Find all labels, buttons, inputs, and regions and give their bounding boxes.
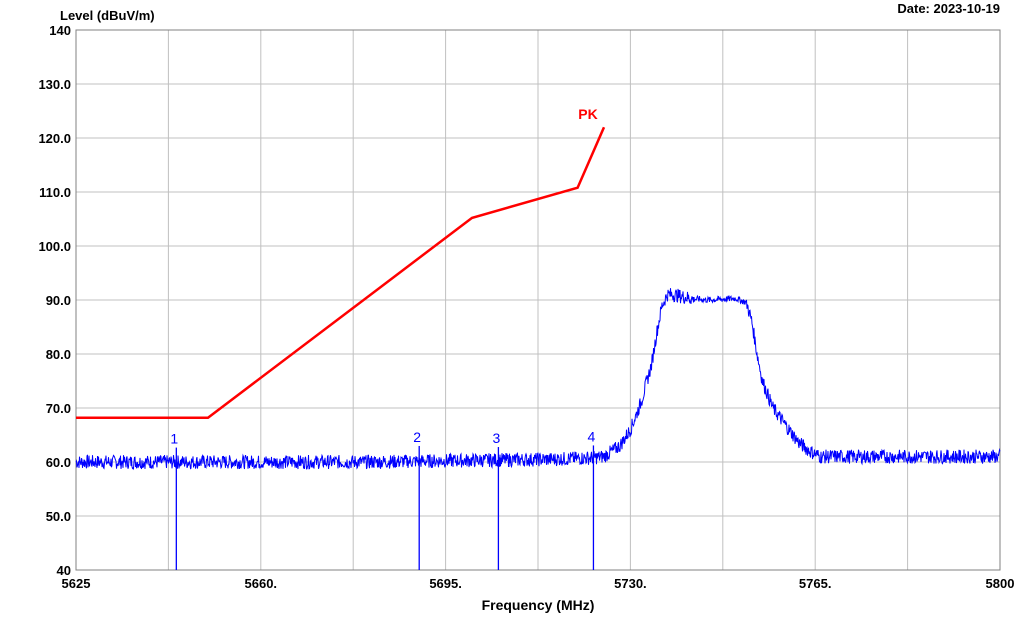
x-tick-label: 5660. bbox=[245, 576, 278, 591]
plot-frame bbox=[75, 29, 1001, 571]
grid bbox=[75, 29, 1001, 571]
y-tick-label: 100.0 bbox=[38, 239, 71, 254]
y-axis: 40 50.0 60.0 70.0 80.0 90.0 100.0 110.0 120.0 130… bbox=[38, 23, 71, 578]
y-tick-label: 120.0 bbox=[38, 131, 71, 146]
y-tick-label: 110.0 bbox=[39, 185, 71, 200]
pk-limit-line bbox=[76, 126, 606, 419]
date-label: Date: 2023-10-19 bbox=[897, 1, 1000, 16]
y-tick-label: 40 bbox=[57, 563, 71, 578]
y-tick-label: 140 bbox=[49, 23, 71, 38]
x-tick-label: 5765. bbox=[799, 576, 832, 591]
x-tick-label: 5730. bbox=[614, 576, 647, 591]
y-tick-label: 80.0 bbox=[46, 347, 71, 362]
series-layer: PK bbox=[75, 106, 1001, 471]
measured-trace bbox=[75, 288, 1001, 471]
x-tick-label: 5800 bbox=[986, 576, 1015, 591]
marker-label: 3 bbox=[493, 430, 501, 446]
marker-label: 4 bbox=[588, 428, 596, 444]
markers: 1 2 3 4 bbox=[170, 428, 596, 570]
y-tick-label: 70.0 bbox=[46, 401, 71, 416]
x-tick-label: 5625 bbox=[62, 576, 91, 591]
y-tick-label: 90.0 bbox=[46, 293, 71, 308]
x-axis: 5625 5660. 5695. 5730. 5765. 5800 bbox=[62, 576, 1015, 591]
y-axis-title: Level (dBuV/m) bbox=[60, 8, 155, 23]
y-tick-label: 50.0 bbox=[46, 509, 71, 524]
x-tick-label: 5695. bbox=[429, 576, 462, 591]
pk-series-label: PK bbox=[578, 106, 597, 122]
marker-label: 1 bbox=[170, 431, 178, 447]
y-tick-label: 60.0 bbox=[46, 455, 71, 470]
marker-label: 2 bbox=[413, 429, 421, 445]
y-tick-label: 130.0 bbox=[38, 77, 71, 92]
x-axis-title: Frequency (MHz) bbox=[482, 597, 595, 613]
